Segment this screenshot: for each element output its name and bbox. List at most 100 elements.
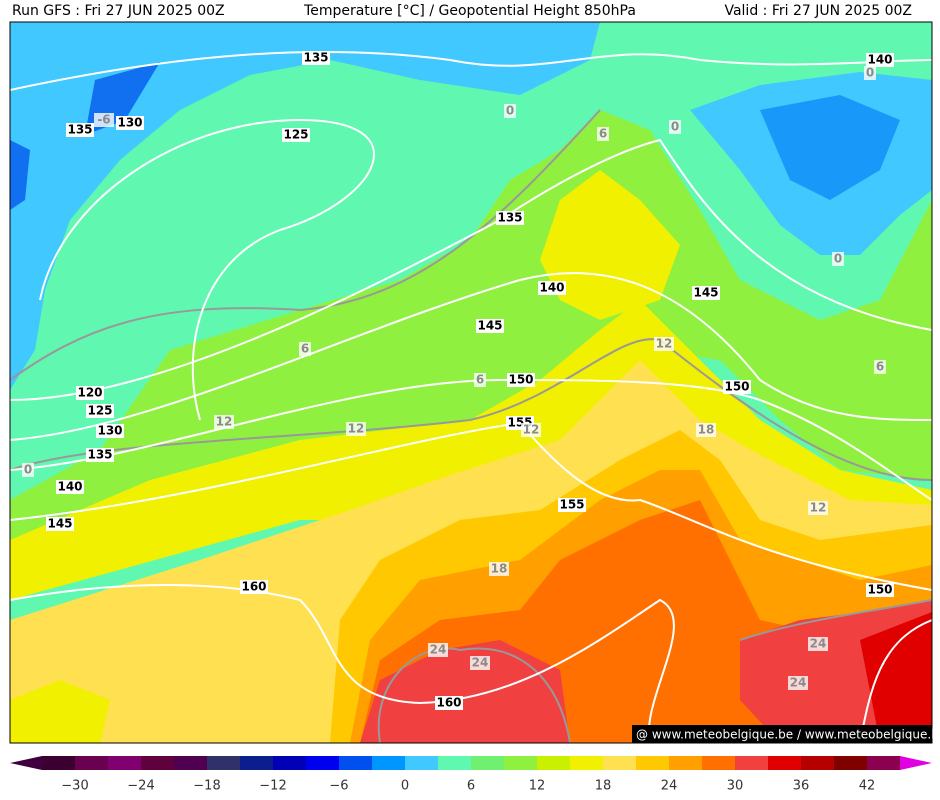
colorbar-swatch bbox=[834, 756, 868, 770]
temperature-label: 0 bbox=[671, 120, 679, 134]
temperature-label-bg bbox=[654, 337, 674, 351]
temperature-label-bg bbox=[346, 422, 366, 436]
colorbar-label: 12 bbox=[529, 779, 546, 794]
height-label-bg bbox=[558, 498, 586, 512]
colorbar-label: 36 bbox=[793, 779, 810, 794]
height-label: 135 bbox=[87, 448, 112, 462]
height-label-bg bbox=[866, 583, 894, 597]
height-label: 150 bbox=[867, 583, 892, 597]
run-label: Run GFS : Fri 27 JUN 2025 00Z bbox=[12, 3, 225, 19]
height-label: 130 bbox=[97, 424, 122, 438]
colorbar-swatch bbox=[801, 756, 835, 770]
temperature-label: 12 bbox=[523, 423, 540, 437]
colorbar-swatch bbox=[240, 756, 274, 770]
colorbar-swatch bbox=[735, 756, 769, 770]
temperature-label-bg bbox=[489, 562, 509, 576]
height-label-bg bbox=[496, 211, 524, 225]
temperature-label: 6 bbox=[476, 373, 484, 387]
height-label-bg bbox=[476, 319, 504, 333]
height-label-bg bbox=[435, 696, 463, 710]
height-label-bg bbox=[240, 580, 268, 594]
colorbar-low-end bbox=[10, 756, 42, 770]
temperature-label-bg bbox=[94, 113, 114, 127]
height-label: 125 bbox=[87, 404, 112, 418]
height-label: 135 bbox=[67, 123, 92, 137]
height-label-bg bbox=[66, 123, 94, 137]
temperature-label: 24 bbox=[790, 676, 807, 690]
height-label: 125 bbox=[283, 128, 308, 142]
height-label: 140 bbox=[57, 480, 82, 494]
height-label-bg bbox=[692, 286, 720, 300]
temperature-label: 6 bbox=[876, 360, 884, 374]
height-label-bg bbox=[282, 128, 310, 142]
colorbar-swatch bbox=[504, 756, 538, 770]
temperature-label: 0 bbox=[834, 252, 842, 266]
colorbar: −30 −24 −18 −12 −6 0 6 12 18 24 30 36 42 bbox=[10, 756, 932, 794]
height-label: 135 bbox=[303, 51, 328, 65]
height-label: 145 bbox=[47, 517, 72, 531]
height-label-bg bbox=[96, 424, 124, 438]
watermark-bg bbox=[632, 725, 932, 743]
height-label: 160 bbox=[436, 696, 461, 710]
temperature-label: -6 bbox=[97, 113, 110, 127]
colorbar-label: 0 bbox=[401, 779, 409, 794]
colorbar-label: −30 bbox=[61, 779, 88, 794]
height-label-bg bbox=[538, 281, 566, 295]
watermark: @ www.meteobelgique.be / www.meteobelgiq… bbox=[636, 728, 940, 742]
colorbar-label: 18 bbox=[595, 779, 612, 794]
temperature-label: 6 bbox=[599, 127, 607, 141]
temperature-label-bg bbox=[832, 252, 844, 266]
colorbar-swatch bbox=[141, 756, 175, 770]
height-label: 150 bbox=[724, 380, 749, 394]
temperature-label-bg bbox=[696, 423, 716, 437]
colorbar-swatch bbox=[471, 756, 505, 770]
height-label: 140 bbox=[539, 281, 564, 295]
height-label-bg bbox=[866, 53, 894, 67]
height-label: 120 bbox=[77, 386, 102, 400]
colorbar-label: 6 bbox=[467, 779, 475, 794]
map-field bbox=[10, 22, 932, 743]
colorbar-swatch bbox=[537, 756, 571, 770]
height-label-bg bbox=[507, 373, 535, 387]
colorbar-swatch bbox=[867, 756, 901, 770]
height-label: 140 bbox=[867, 53, 892, 67]
height-label-bg bbox=[86, 448, 114, 462]
temperature-label-bg bbox=[428, 643, 448, 657]
temperature-label-bg bbox=[521, 423, 541, 437]
temperature-label: 24 bbox=[810, 637, 827, 651]
colorbar-swatch bbox=[438, 756, 472, 770]
height-label-bg bbox=[46, 517, 74, 531]
height-label-bg bbox=[116, 116, 144, 130]
temperature-label-bg bbox=[299, 342, 311, 356]
temperature-label: 12 bbox=[348, 422, 365, 436]
temperature-label-bg bbox=[597, 127, 609, 141]
height-label-bg bbox=[302, 51, 330, 65]
colorbar-label: 24 bbox=[661, 779, 678, 794]
height-label: 145 bbox=[693, 286, 718, 300]
temperature-label: 0 bbox=[506, 104, 514, 118]
temperature-label-bg bbox=[808, 501, 828, 515]
height-label-bg bbox=[723, 380, 751, 394]
colorbar-swatch bbox=[75, 756, 109, 770]
height-label: 150 bbox=[508, 373, 533, 387]
temperature-label-bg bbox=[474, 373, 486, 387]
height-label-bg bbox=[56, 480, 84, 494]
colorbar-label: 42 bbox=[859, 779, 876, 794]
colorbar-high-end bbox=[900, 756, 932, 770]
height-label: 135 bbox=[497, 211, 522, 225]
map-title: Temperature [°C] / Geopotential Height 8… bbox=[303, 3, 636, 19]
colorbar-swatch bbox=[636, 756, 670, 770]
colorbar-label: −6 bbox=[329, 779, 348, 794]
height-label-bg bbox=[86, 404, 114, 418]
temperature-label: 12 bbox=[216, 415, 233, 429]
temperature-label: 24 bbox=[472, 656, 489, 670]
colorbar-label: −12 bbox=[259, 779, 286, 794]
height-label-bg bbox=[76, 386, 104, 400]
temperature-label: 18 bbox=[491, 562, 508, 576]
temperature-label-bg bbox=[22, 463, 34, 477]
temperature-label-bg bbox=[214, 415, 234, 429]
temperature-label: 12 bbox=[810, 501, 827, 515]
temperature-label: 0 bbox=[866, 66, 874, 80]
